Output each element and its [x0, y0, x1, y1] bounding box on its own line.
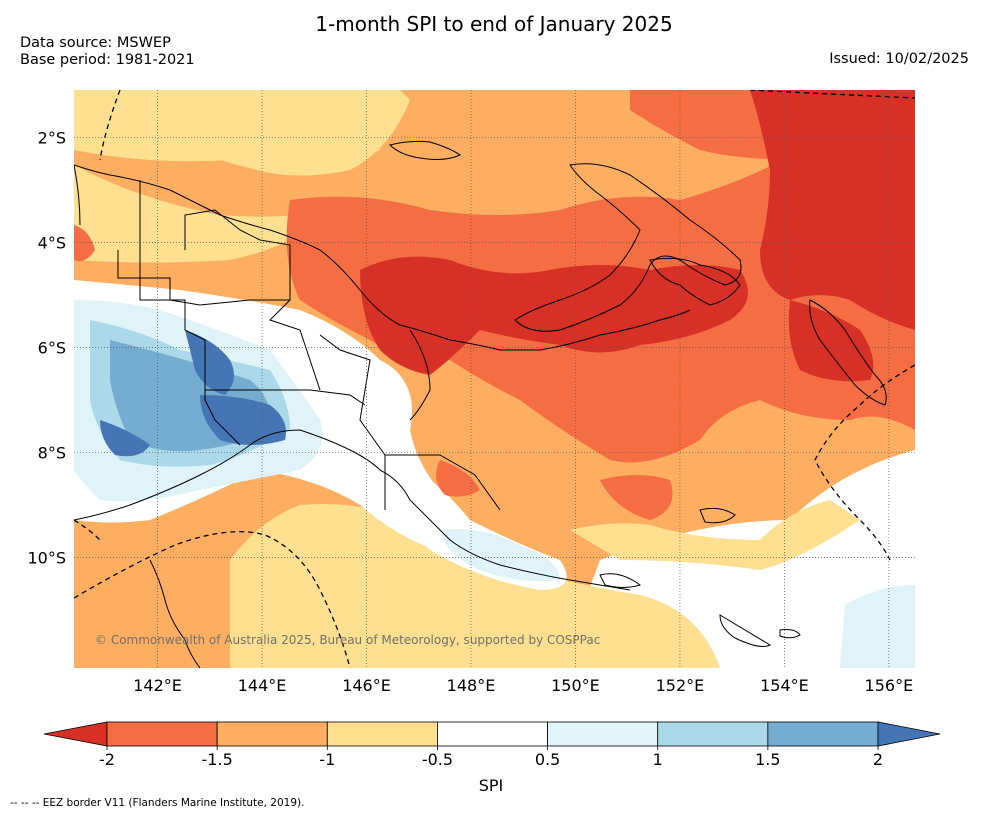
eez-border-south [74, 531, 351, 668]
latitude-labels: 2°S 4°S 6°S 8°S 10°S [27, 128, 66, 567]
lon-tick-label: 152°E [656, 676, 705, 695]
coastline-west [74, 164, 81, 226]
spi-area-minus-0-5-south [230, 504, 720, 668]
lon-tick-label: 154°E [760, 676, 809, 695]
colorbar-tick-label: -2 [99, 750, 115, 769]
colorbar-tick-label: 0.5 [535, 750, 560, 769]
border-province-2 [184, 209, 321, 391]
lon-tick-label: 150°E [551, 676, 600, 695]
copyright-text: © Commonwealth of Australia 2025, Bureau… [95, 633, 601, 647]
spi-field [74, 90, 915, 668]
coastline-island-se2 [719, 614, 772, 647]
longitude-labels: 142°E 144°E 146°E 148°E 150°E 152°E 154°E 156°E [133, 676, 913, 695]
colorbar-segment [547, 721, 659, 747]
border-province-6 [169, 299, 290, 306]
lon-tick-label: 142°E [133, 676, 182, 695]
spi-area-minus-2-northeast [750, 90, 915, 330]
lon-tick-label: 148°E [447, 676, 496, 695]
eez-borders [74, 90, 915, 668]
gridlines [74, 90, 915, 668]
lat-tick-label: 2°S [38, 128, 66, 147]
colorbar-title: SPI [478, 776, 504, 795]
coastline-island-se4 [779, 629, 801, 639]
eez-border-sw [74, 519, 101, 541]
coastline-cape-york [149, 559, 201, 668]
colorbar-extend-low [43, 721, 108, 747]
map-title: 1-month SPI to end of January 2025 [315, 12, 673, 36]
spi-area-minus-1-5-patch2 [600, 475, 673, 520]
spi-area-2-west-c [100, 420, 150, 457]
border-province-1 [117, 250, 171, 300]
spi-area-wet-southeast [840, 585, 915, 668]
coastlines [74, 140, 887, 668]
admin-borders [117, 180, 501, 511]
colorbar-tick-label: 1.5 [755, 750, 780, 769]
coastline-huon [409, 329, 431, 421]
spi-area-minus-2-central [360, 256, 748, 375]
data-source-label: Data source: MSWEP [20, 35, 171, 51]
coastline-manus [389, 140, 461, 160]
base-period-label: Base period: 1981-2021 [20, 52, 195, 68]
coastline-new-ireland [649, 257, 741, 306]
border-png-indonesia [139, 180, 241, 446]
colorbar-tick-label: -1 [319, 750, 335, 769]
colorbar-segment [216, 721, 328, 747]
border-province-4 [319, 334, 386, 510]
spi-area-0-5-south [440, 529, 560, 582]
coastline-north [74, 164, 691, 351]
coastline-south [74, 429, 631, 591]
coastline-island-se3 [599, 573, 642, 588]
spi-area-minus-2-east [788, 300, 874, 382]
lon-tick-label: 144°E [238, 676, 287, 695]
spi-area-minus-0-5-west [74, 165, 330, 263]
colorbar-tick-label: 1 [653, 750, 663, 769]
colorbar-extend-high [877, 721, 941, 747]
eez-footnote: -- -- -- EEZ border V11 (Flanders Marine… [10, 797, 305, 809]
issued-date: Issued: 10/02/2025 [829, 51, 969, 67]
spi-colorbar: -2 -1.5 -1 -0.5 0.5 1 1.5 2 [43, 721, 941, 769]
spi-area-minus-0-5-southeast [570, 500, 860, 570]
colorbar-segment [437, 721, 548, 747]
coastline-island-se1 [699, 507, 736, 524]
spi-area-minus-0-5-north2 [180, 116, 380, 171]
colorbar-segment [657, 721, 769, 747]
eez-border-east [814, 364, 915, 561]
eez-border-ne [749, 90, 915, 99]
border-province-5 [385, 454, 501, 511]
border-province-3 [205, 389, 366, 406]
lat-tick-label: 10°S [27, 549, 66, 568]
lat-tick-label: 8°S [38, 444, 66, 463]
spi-area-minus-1-5-patch [436, 460, 480, 497]
colorbar-tick-label: -0.5 [422, 750, 453, 769]
colorbar-segment [326, 721, 438, 747]
eez-border-nw [99, 90, 121, 161]
lat-tick-label: 6°S [38, 338, 66, 357]
spi-area-minus-1-5-west [74, 225, 95, 262]
spi-area-2-west-b [200, 395, 286, 445]
spi-area-2-west-a [185, 330, 234, 395]
colorbar-segment [106, 721, 218, 747]
lon-tick-label: 146°E [342, 676, 391, 695]
map-metadata: Data source: MSWEP Base period: 1981-202… [20, 35, 195, 69]
colorbar-tick-label: 2 [873, 750, 883, 769]
coastline-bougainville [809, 299, 887, 406]
lat-tick-label: 4°S [38, 233, 66, 252]
lon-tick-label: 156°E [865, 676, 914, 695]
colorbar-tick-label: -1.5 [202, 750, 233, 769]
coastline-new-britain [514, 163, 742, 332]
colorbar-segment [767, 721, 879, 747]
